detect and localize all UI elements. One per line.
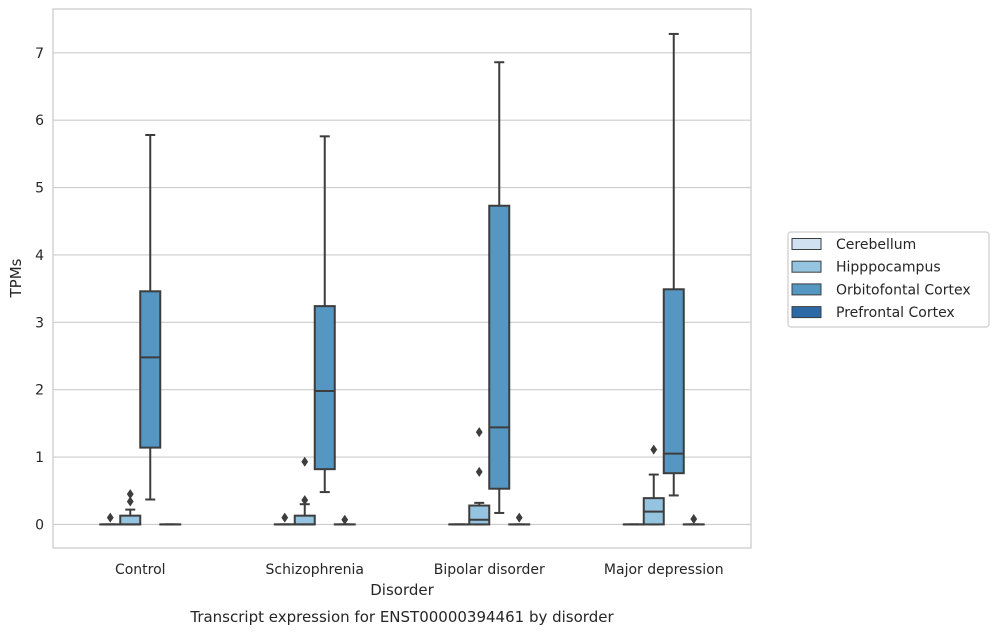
outlier-point [106,512,114,523]
outlier-point [341,514,349,525]
y-tick-label: 7 [35,46,44,62]
outlier-point [281,512,289,523]
plot-frame [52,8,752,549]
box-iqr [488,204,511,490]
box-iqr [313,305,336,471]
legend-swatch [791,260,822,273]
legend-swatch [791,306,822,319]
y-tick-label: 2 [35,383,44,399]
series-hipppocampus [119,427,665,526]
box [333,514,356,526]
box [313,135,336,494]
outlier-point [126,496,134,507]
box-plot-series [99,32,705,526]
box [508,512,531,526]
y-tick-label: 5 [35,181,44,197]
y-tick-label: 3 [35,315,44,331]
legend-swatch [791,238,822,250]
x-tick-label: Control [115,562,166,578]
legend-item: Prefrontal Cortex [791,305,955,321]
legend-label: Cerebellum [836,237,916,253]
y-tick-label: 1 [35,450,44,466]
box-iqr [662,288,685,475]
x-axis-ticks: Control Schizophrenia Bipolar disorder Majo… [115,562,724,578]
y-tick-label: 6 [35,113,44,129]
outlier-point [690,514,698,525]
outlier-point [475,466,483,477]
legend-label: Hipppocampus [836,260,941,276]
box [119,489,142,526]
outlier-point [475,427,483,438]
box [682,514,705,526]
box [139,133,162,501]
y-axis-ticks: 0 1 2 3 4 5 6 7 [35,46,44,534]
x-tick-label: Schizophrenia [266,562,364,578]
box-iqr [468,504,491,526]
box-iqr [119,514,142,526]
box [99,512,122,526]
box [293,456,316,526]
outlier-point [126,489,134,500]
series-cerebellum [99,512,645,526]
outlier-point [301,456,309,467]
box [273,512,296,526]
y-axis-label: TPMs [7,258,25,298]
series-prefrontal-cortex [159,512,705,526]
x-axis-label: Disorder [370,581,434,599]
legend-frame [787,231,990,328]
box [662,32,685,497]
legend-swatch [791,283,822,296]
legend-label: Prefrontal Cortex [836,305,955,321]
legend-item: Orbitofontal Cortex [791,282,971,298]
box [642,444,665,526]
series-orbitofontal-cortex [139,32,685,514]
outlier-point [650,444,658,455]
legend-label: Orbitofontal Cortex [836,282,971,298]
grid-lines [53,52,751,526]
legend-item: Hipppocampus [791,260,941,276]
legend-item: Cerebellum [791,237,916,253]
box-iqr [139,290,162,449]
x-tick-label: Bipolar disorder [434,562,545,578]
y-tick-label: 0 [35,517,44,533]
box-iqr [293,514,316,526]
outlier-point [301,495,309,506]
box [488,61,511,514]
x-tick-label: Major depression [604,562,724,578]
box [468,427,491,526]
chart-caption: Transcript expression for ENST0000039446… [189,608,614,626]
y-tick-label: 4 [35,248,44,264]
outlier-point [515,512,523,523]
legend: Cerebellum Hipppocampus Orbitofontal Corte… [787,231,990,328]
